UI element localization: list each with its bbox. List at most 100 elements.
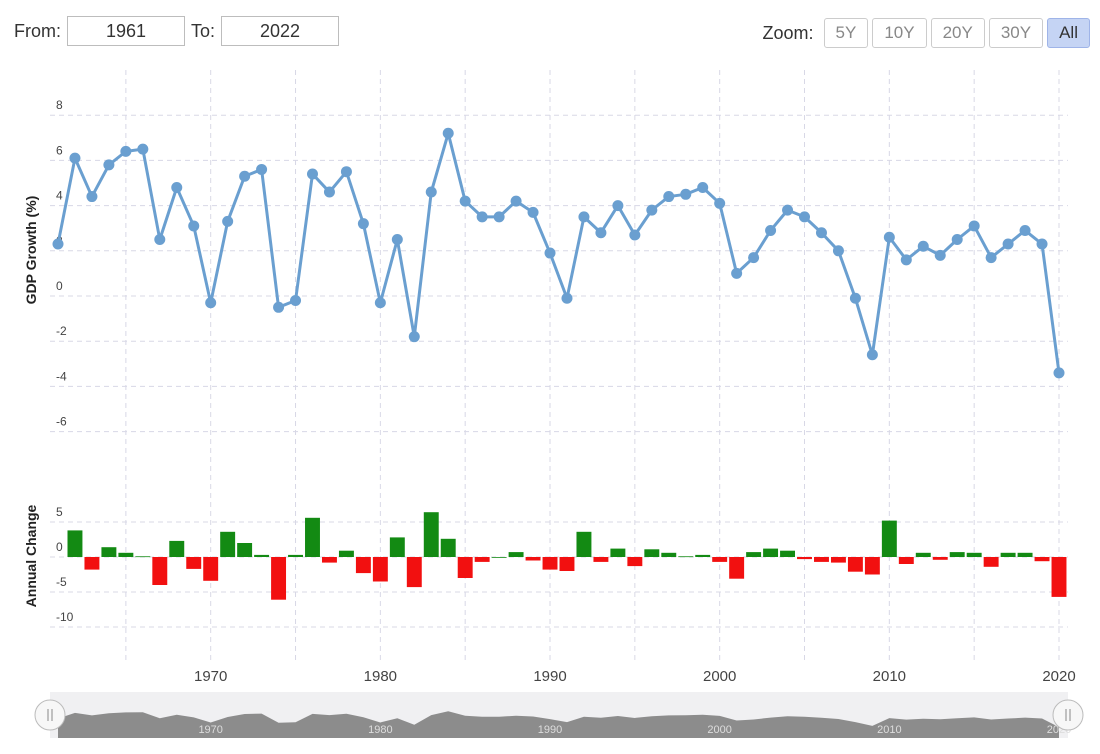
zoom-20y-button[interactable]: 20Y (930, 18, 985, 48)
gdp-growth-point (731, 267, 743, 279)
annual-change-bar (915, 552, 931, 557)
annual-change-bar (491, 557, 507, 558)
zoom-label: Zoom: (762, 22, 814, 43)
navigator-right-handle[interactable] (1052, 699, 1084, 731)
gdp-growth-point (799, 211, 811, 223)
bar-y-tick-label: -5 (56, 575, 67, 589)
gdp-growth-point (391, 234, 403, 245)
annual-change-bar (118, 552, 134, 557)
y-tick-label: -6 (56, 415, 67, 429)
navigator-left-handle[interactable] (34, 699, 66, 731)
annual-change-bar (1000, 552, 1016, 557)
annual-change-bar (423, 512, 439, 557)
gdp-growth-point (714, 197, 726, 209)
gdp-growth-point (188, 220, 200, 232)
gdp-growth-point (765, 224, 777, 236)
annual-change-bar (949, 552, 965, 557)
gdp-growth-point (849, 292, 861, 304)
annual-change-bar (847, 557, 863, 572)
gdp-growth-point (578, 211, 590, 223)
gdp-growth-point (103, 159, 115, 171)
gdp-growth-point (527, 206, 539, 218)
gdp-growth-point (442, 127, 454, 139)
annual-change-bar (338, 550, 354, 557)
x-tick-label: 2010 (873, 668, 906, 685)
bar-y-tick-label: 5 (56, 505, 63, 519)
y-tick-label: -2 (56, 324, 67, 338)
gdp-growth-point (968, 220, 980, 232)
y-tick-label: 8 (56, 98, 63, 112)
navigator-area (58, 711, 1059, 738)
annual-change-bar (1051, 557, 1067, 597)
gdp-growth-point (595, 227, 607, 239)
navigator-tick-label: 1970 (198, 724, 222, 736)
annual-change-bar (525, 557, 541, 561)
annual-change-bar (101, 547, 117, 557)
annual-change-bar (254, 554, 270, 557)
annual-change-bar (661, 552, 677, 557)
x-tick-label: 2000 (703, 668, 736, 685)
gdp-growth-point (69, 152, 81, 164)
annual-change-bar (898, 557, 914, 564)
navigator-tick-label: 1990 (538, 724, 562, 736)
gdp-growth-point (171, 182, 183, 194)
gdp-growth-point (951, 234, 963, 245)
to-input[interactable]: 2022 (221, 16, 340, 46)
zoom-all-button[interactable]: All (1047, 18, 1090, 48)
gdp-growth-point (1019, 224, 1031, 236)
from-input[interactable]: 1961 (67, 16, 185, 46)
grid-lines (50, 70, 1068, 660)
gdp-growth-point (425, 186, 437, 198)
gdp-growth-point (832, 245, 844, 257)
zoom-5y-button[interactable]: 5Y (823, 18, 869, 48)
date-range: From: 1961 To: 2022 (14, 16, 345, 46)
annual-change-bar (593, 557, 609, 562)
gdp-growth-point (154, 234, 166, 245)
gdp-growth-point (86, 191, 98, 203)
gdp-growth-line (56, 131, 1061, 374)
gdp-growth-point (120, 145, 132, 157)
gdp-growth-point (374, 297, 386, 309)
gdp-growth-point (1036, 238, 1048, 250)
zoom-10y-button[interactable]: 10Y (872, 18, 927, 48)
annual-change-bar (67, 530, 83, 557)
zoom-30y-button[interactable]: 30Y (988, 18, 1044, 48)
annual-change-axis-label: Annual Change (23, 504, 39, 607)
annual-change-bar (135, 556, 151, 558)
annual-change-bar (1017, 552, 1033, 557)
gdp-growth-point (493, 211, 505, 223)
gdp-growth-point (290, 295, 302, 307)
y-tick-label: 6 (56, 143, 63, 157)
annual-change-bar (440, 538, 456, 557)
annual-change-bar (644, 549, 660, 557)
gdp-growth-point (408, 331, 420, 343)
annual-change-bar (1034, 557, 1050, 562)
annual-change-bar (305, 517, 320, 557)
gdp-growth-point (646, 204, 658, 216)
bar-y-tick-label: 0 (56, 540, 63, 554)
gdp-growth-point (866, 349, 878, 361)
annual-change-bar (508, 552, 524, 557)
y-tick-label: 0 (56, 279, 63, 293)
gdp-growth-point (663, 191, 675, 203)
annual-change-bar (881, 520, 897, 557)
gdp-growth-point (239, 170, 251, 182)
gdp-growth-point (782, 204, 794, 216)
gdp-growth-point (985, 252, 997, 264)
annual-change-bar (542, 557, 558, 570)
gdp-growth-point (680, 188, 692, 200)
annual-change-bar (152, 557, 168, 585)
navigator[interactable]: 1970 1980 1990 2000 2010 2020 (34, 692, 1084, 738)
gdp-growth-axis-label: GDP Growth (%) (23, 196, 39, 305)
x-tick-label: 1990 (533, 668, 566, 685)
annual-change-bar (864, 557, 880, 575)
gdp-growth-point (256, 163, 268, 175)
annual-change-bar (186, 557, 202, 569)
annual-change-bar (355, 557, 371, 574)
navigator-tick-label: 1980 (368, 724, 392, 736)
annual-change-bar (576, 531, 592, 557)
gdp-growth-point (883, 231, 895, 243)
annual-change-bar (780, 550, 796, 557)
annual-change-bar (627, 557, 643, 567)
